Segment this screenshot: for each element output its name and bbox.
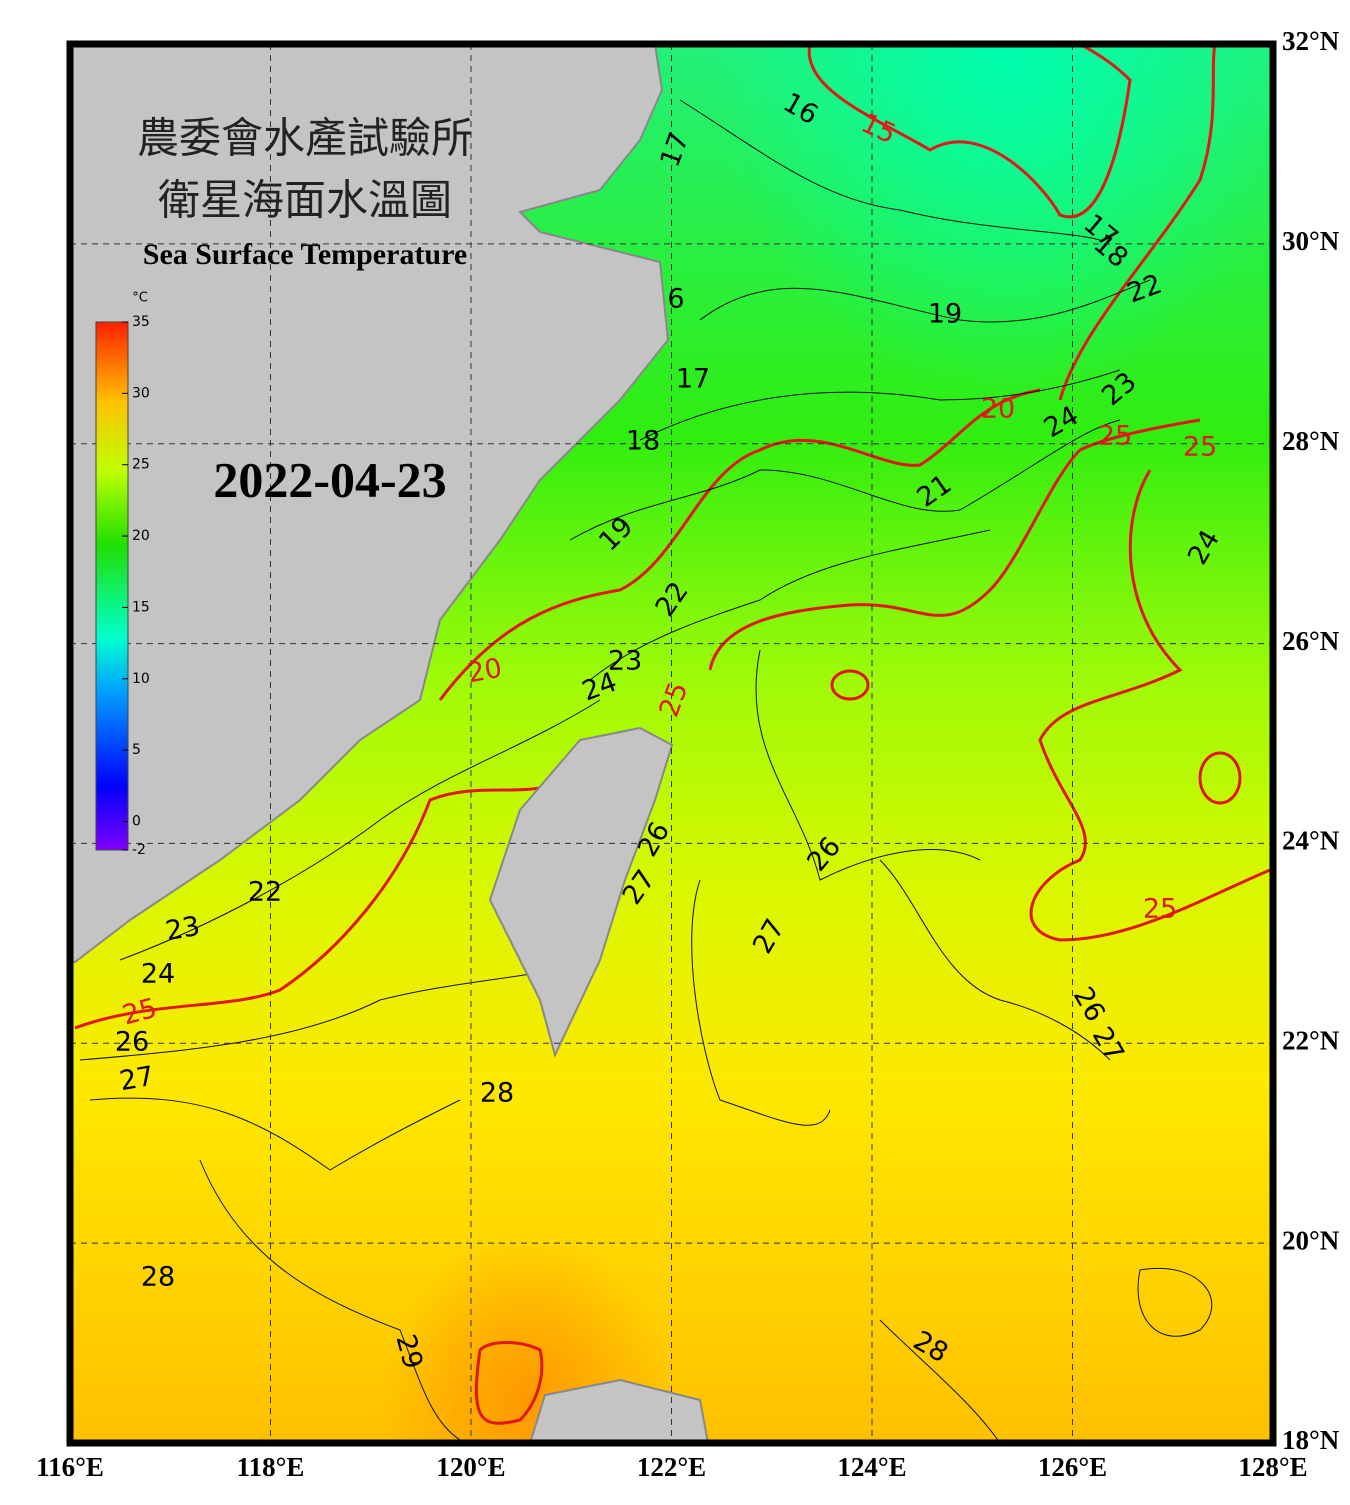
contour-label: 23	[163, 911, 202, 947]
contour-label: 19	[928, 299, 962, 330]
contour-label: 25	[1143, 894, 1177, 925]
mainland	[70, 44, 670, 963]
colorbar-tick-label: 25	[132, 457, 150, 473]
colorbar-tick-label: 30	[132, 385, 150, 401]
lon-label: 126°E	[1038, 1452, 1107, 1482]
lat-label: 26°N	[1282, 626, 1340, 656]
colorbar-tick-label: 0	[132, 813, 141, 829]
contour-label: 6	[667, 284, 684, 315]
contour-label: 24	[141, 959, 175, 990]
lat-label: 24°N	[1282, 826, 1340, 856]
contour-label: 25	[1098, 421, 1132, 452]
contour-label: 23	[608, 646, 642, 677]
title-en: Sea Surface Temperature	[143, 238, 467, 271]
lon-label: 120°E	[436, 1452, 505, 1482]
contour-label: 17	[676, 364, 710, 395]
contour-label: 18	[626, 426, 660, 457]
contour-label: 20	[981, 394, 1015, 425]
axes: 116°E 118°E 120°E 122°E 124°E 126°E 128°E18°N 2…	[36, 26, 1340, 1482]
lat-label: 32°N	[1282, 26, 1340, 56]
contour-label: 22	[248, 877, 282, 908]
frame	[66, 40, 1277, 1447]
colorbar	[95, 321, 129, 851]
colorbar-tick-label: 10	[132, 671, 150, 687]
title-zh: 農委會水產試驗所	[137, 116, 473, 163]
contour-label: 28	[480, 1078, 514, 1109]
contour-label: 27	[117, 1061, 156, 1097]
lat-label: 22°N	[1282, 1025, 1340, 1055]
lat-label: 18°N	[1282, 1425, 1340, 1455]
colorbar-tick-label: 5	[132, 742, 141, 758]
lon-label: 116°E	[36, 1452, 104, 1482]
contour-label: 26	[115, 1027, 149, 1058]
lon-label: 128°E	[1238, 1452, 1307, 1482]
colorbar-tick-label: 35	[132, 314, 150, 330]
colorbar-tick-label: -2	[132, 842, 146, 858]
black-contours	[79, 99, 1213, 1443]
lat-label: 20°N	[1282, 1225, 1340, 1255]
graticule	[70, 44, 1273, 1443]
taiwan	[488, 726, 674, 1058]
contour-label: 25	[1183, 432, 1217, 463]
contour-label: 28	[141, 1262, 175, 1293]
colorbar-tick-label: 20	[132, 528, 150, 544]
lat-label: 28°N	[1282, 426, 1340, 456]
lon-label: 124°E	[837, 1452, 906, 1482]
colorbar-unit: °C	[132, 291, 148, 306]
contour-label: 20	[465, 653, 504, 689]
lon-label: 122°E	[637, 1452, 706, 1482]
luzon	[528, 1378, 710, 1443]
date: 2022-04-23	[213, 451, 446, 507]
lon-label: 118°E	[237, 1452, 305, 1482]
colorbar-tick-label: 15	[132, 599, 150, 615]
title-zh: 衛星海面水溫圖	[158, 179, 452, 225]
lat-label: 30°N	[1282, 226, 1340, 256]
